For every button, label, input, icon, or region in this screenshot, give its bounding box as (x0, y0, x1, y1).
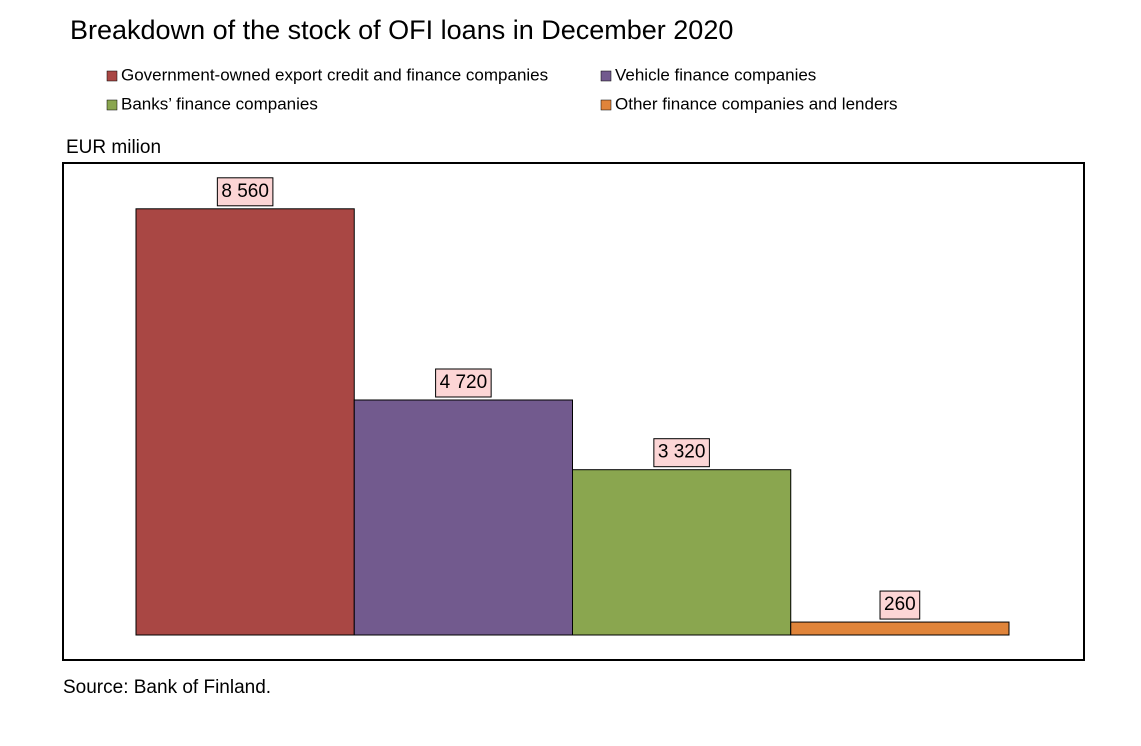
value-label: 8 560 (221, 181, 269, 202)
bar (572, 469, 792, 636)
legend-label: Vehicle finance companies (615, 65, 816, 84)
legend-label: Banks’ finance companies (121, 94, 318, 113)
value-label: 4 720 (440, 372, 488, 393)
bar (790, 621, 1010, 636)
chart-title: Breakdown of the stock of OFI loans in D… (70, 15, 733, 45)
value-label: 260 (884, 594, 916, 615)
bar (353, 399, 573, 636)
value-label: 3 320 (658, 442, 706, 463)
plot-frame (62, 162, 1085, 661)
legend-swatch (106, 70, 118, 82)
legend-swatch (106, 99, 118, 111)
legend-swatch (600, 99, 612, 111)
legend-swatch (600, 70, 612, 82)
value-label-box (879, 590, 921, 620)
value-label-box (435, 368, 492, 398)
legend-label: Other finance companies and lenders (615, 94, 898, 113)
bar (135, 208, 355, 636)
value-label-box (653, 438, 710, 468)
y-axis-label: EUR milion (66, 137, 161, 158)
source: Source: Bank of Finland. (63, 677, 271, 698)
value-label-box (216, 177, 274, 207)
legend-label: Government-owned export credit and finan… (121, 65, 548, 84)
